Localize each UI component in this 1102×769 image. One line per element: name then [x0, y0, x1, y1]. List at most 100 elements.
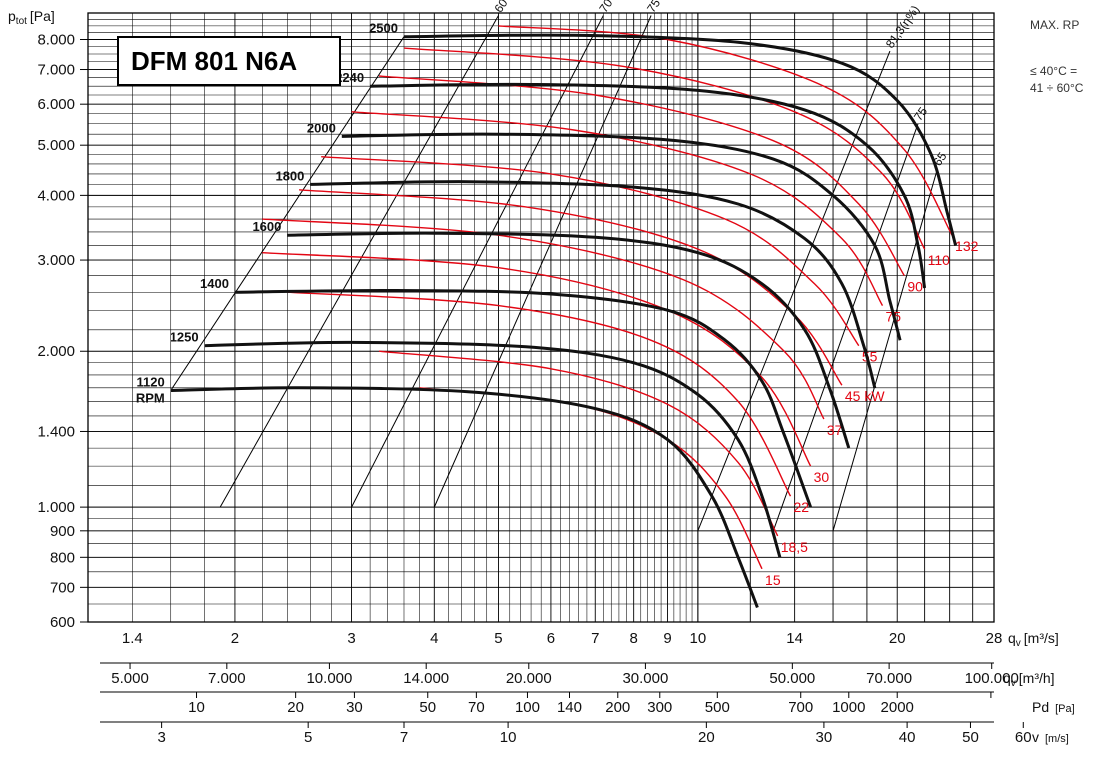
x-tick-label: 14 — [786, 630, 803, 647]
power-label: 18,5 — [781, 539, 808, 555]
secondary-tick-label: 20 — [698, 729, 715, 746]
secondary-tick-label: 5.000 — [111, 670, 149, 687]
y-tick-label: 1.400 — [37, 423, 75, 440]
y-tick-label: 8.000 — [37, 31, 75, 48]
y-tick-label: 700 — [50, 579, 75, 596]
y-tick-label: 3.000 — [37, 252, 75, 269]
x-tick-label: 2 — [231, 630, 239, 647]
secondary-tick-label: 10.000 — [306, 670, 352, 687]
efficiency-line — [697, 50, 891, 532]
power-curve — [321, 156, 860, 347]
y-tick-label: 1.000 — [37, 499, 75, 516]
power-curve — [351, 111, 884, 306]
secondary-tick-label: 50.000 — [769, 670, 815, 687]
y-tick-label: 5.000 — [37, 137, 75, 154]
y-axis-label-sub: tot — [16, 16, 27, 27]
y-axis-label-main: p — [8, 8, 16, 24]
efficiency-label: 81,3(η%) — [883, 3, 922, 51]
efficiency-line — [351, 15, 604, 508]
power-label: 37 — [827, 422, 843, 438]
secondary-tick-label: 50 — [419, 699, 436, 716]
secondary-axis-unit: Pd [Pa] — [1032, 699, 1075, 715]
side-note-max-rpm: MAX. RP — [1030, 18, 1079, 32]
secondary-tick-label: 30 — [346, 699, 363, 716]
rpm-curve — [403, 33, 958, 246]
secondary-tick-label: 20.000 — [506, 670, 552, 687]
secondary-tick-label: 60 — [1015, 729, 1032, 746]
secondary-tick-label: 40 — [899, 729, 916, 746]
power-curve — [498, 25, 953, 236]
secondary-tick-label: 300 — [647, 699, 672, 716]
chart-title: DFM 801 N6A — [131, 46, 297, 76]
power-label: 30 — [814, 469, 830, 485]
x-tick-label: 8 — [629, 630, 637, 647]
side-note-temp-2: 41 ÷ 60°C — [1030, 81, 1084, 95]
secondary-tick-label: 2000 — [881, 699, 914, 716]
y-tick-label: 4.000 — [37, 187, 75, 204]
power-curve — [378, 350, 779, 537]
power-curve — [419, 387, 763, 570]
side-note-temp-1: ≤ 40°C = — [1030, 64, 1077, 78]
y-tick-label: 7.000 — [37, 62, 75, 79]
rpm-curve — [204, 340, 782, 558]
rpm-label: 1120 — [137, 374, 165, 389]
rpm-base-line — [170, 36, 405, 391]
power-label: 22 — [793, 499, 809, 515]
y-axis-unit: [Pa] — [30, 8, 55, 24]
y-tick-label: 900 — [50, 523, 75, 540]
power-label: 132 — [955, 238, 979, 254]
secondary-tick-label: 30.000 — [622, 670, 668, 687]
x-tick-label: 5 — [494, 630, 502, 647]
efficiency-line — [219, 15, 499, 508]
rpm-label: 1600 — [252, 219, 281, 234]
x-tick-label: 10 — [690, 630, 707, 647]
rpm-label: 2000 — [307, 120, 336, 135]
rpm-label: 1400 — [200, 276, 229, 291]
secondary-tick-label: 3 — [157, 729, 165, 746]
efficiency-line — [772, 123, 919, 531]
rpm-curve — [287, 231, 851, 449]
x-axis-unit: qv [m³/s] — [1008, 630, 1059, 649]
secondary-tick-label: 30 — [816, 729, 833, 746]
rpm-label: 2500 — [369, 21, 398, 36]
power-label: 90 — [907, 279, 923, 295]
rpm-unit-label: RPM — [136, 390, 165, 405]
secondary-tick-label: 1000 — [832, 699, 865, 716]
secondary-tick-label: 100.000 — [965, 670, 1019, 687]
secondary-tick-label: 100 — [515, 699, 540, 716]
power-label: 15 — [765, 572, 781, 588]
secondary-tick-label: 14.000 — [403, 670, 449, 687]
secondary-tick-label: 500 — [705, 699, 730, 716]
secondary-axis-unit: qv [m³/h] — [1003, 670, 1055, 689]
power-label: 45 kW — [845, 388, 885, 404]
power-curve — [299, 189, 843, 386]
secondary-tick-label: 5 — [304, 729, 312, 746]
secondary-tick-label: 140 — [557, 699, 582, 716]
grid — [87, 12, 995, 623]
chart-labels: 600 700 800 900 1.000 1.400 2.000 3.000 4.000 5.0… — [37, 31, 1074, 746]
rpm-label: 1800 — [275, 168, 304, 183]
secondary-tick-label: 7 — [400, 729, 408, 746]
secondary-tick-label: 70.000 — [866, 670, 912, 687]
secondary-tick-label: 7.000 — [208, 670, 246, 687]
x-tick-label: 20 — [889, 630, 906, 647]
x-tick-label: 6 — [547, 630, 555, 647]
y-tick-label: 6.000 — [37, 96, 75, 113]
efficiency-line — [832, 168, 938, 531]
power-curve — [262, 252, 812, 467]
rpm-curve — [370, 82, 927, 289]
rpm-curve — [341, 132, 902, 341]
y-tick-label: 600 — [50, 614, 75, 631]
power-curve — [287, 291, 792, 497]
title-box — [117, 36, 341, 86]
power-label: 110 — [928, 252, 951, 268]
x-tick-label: 7 — [591, 630, 599, 647]
rpm-curve — [310, 180, 877, 389]
secondary-tick-label: 20 — [287, 699, 304, 716]
y-tick-label: 2.000 — [37, 343, 75, 360]
y-axis-label: ptot [Pa] — [8, 8, 55, 27]
x-tick-label: 1.4 — [122, 630, 143, 647]
